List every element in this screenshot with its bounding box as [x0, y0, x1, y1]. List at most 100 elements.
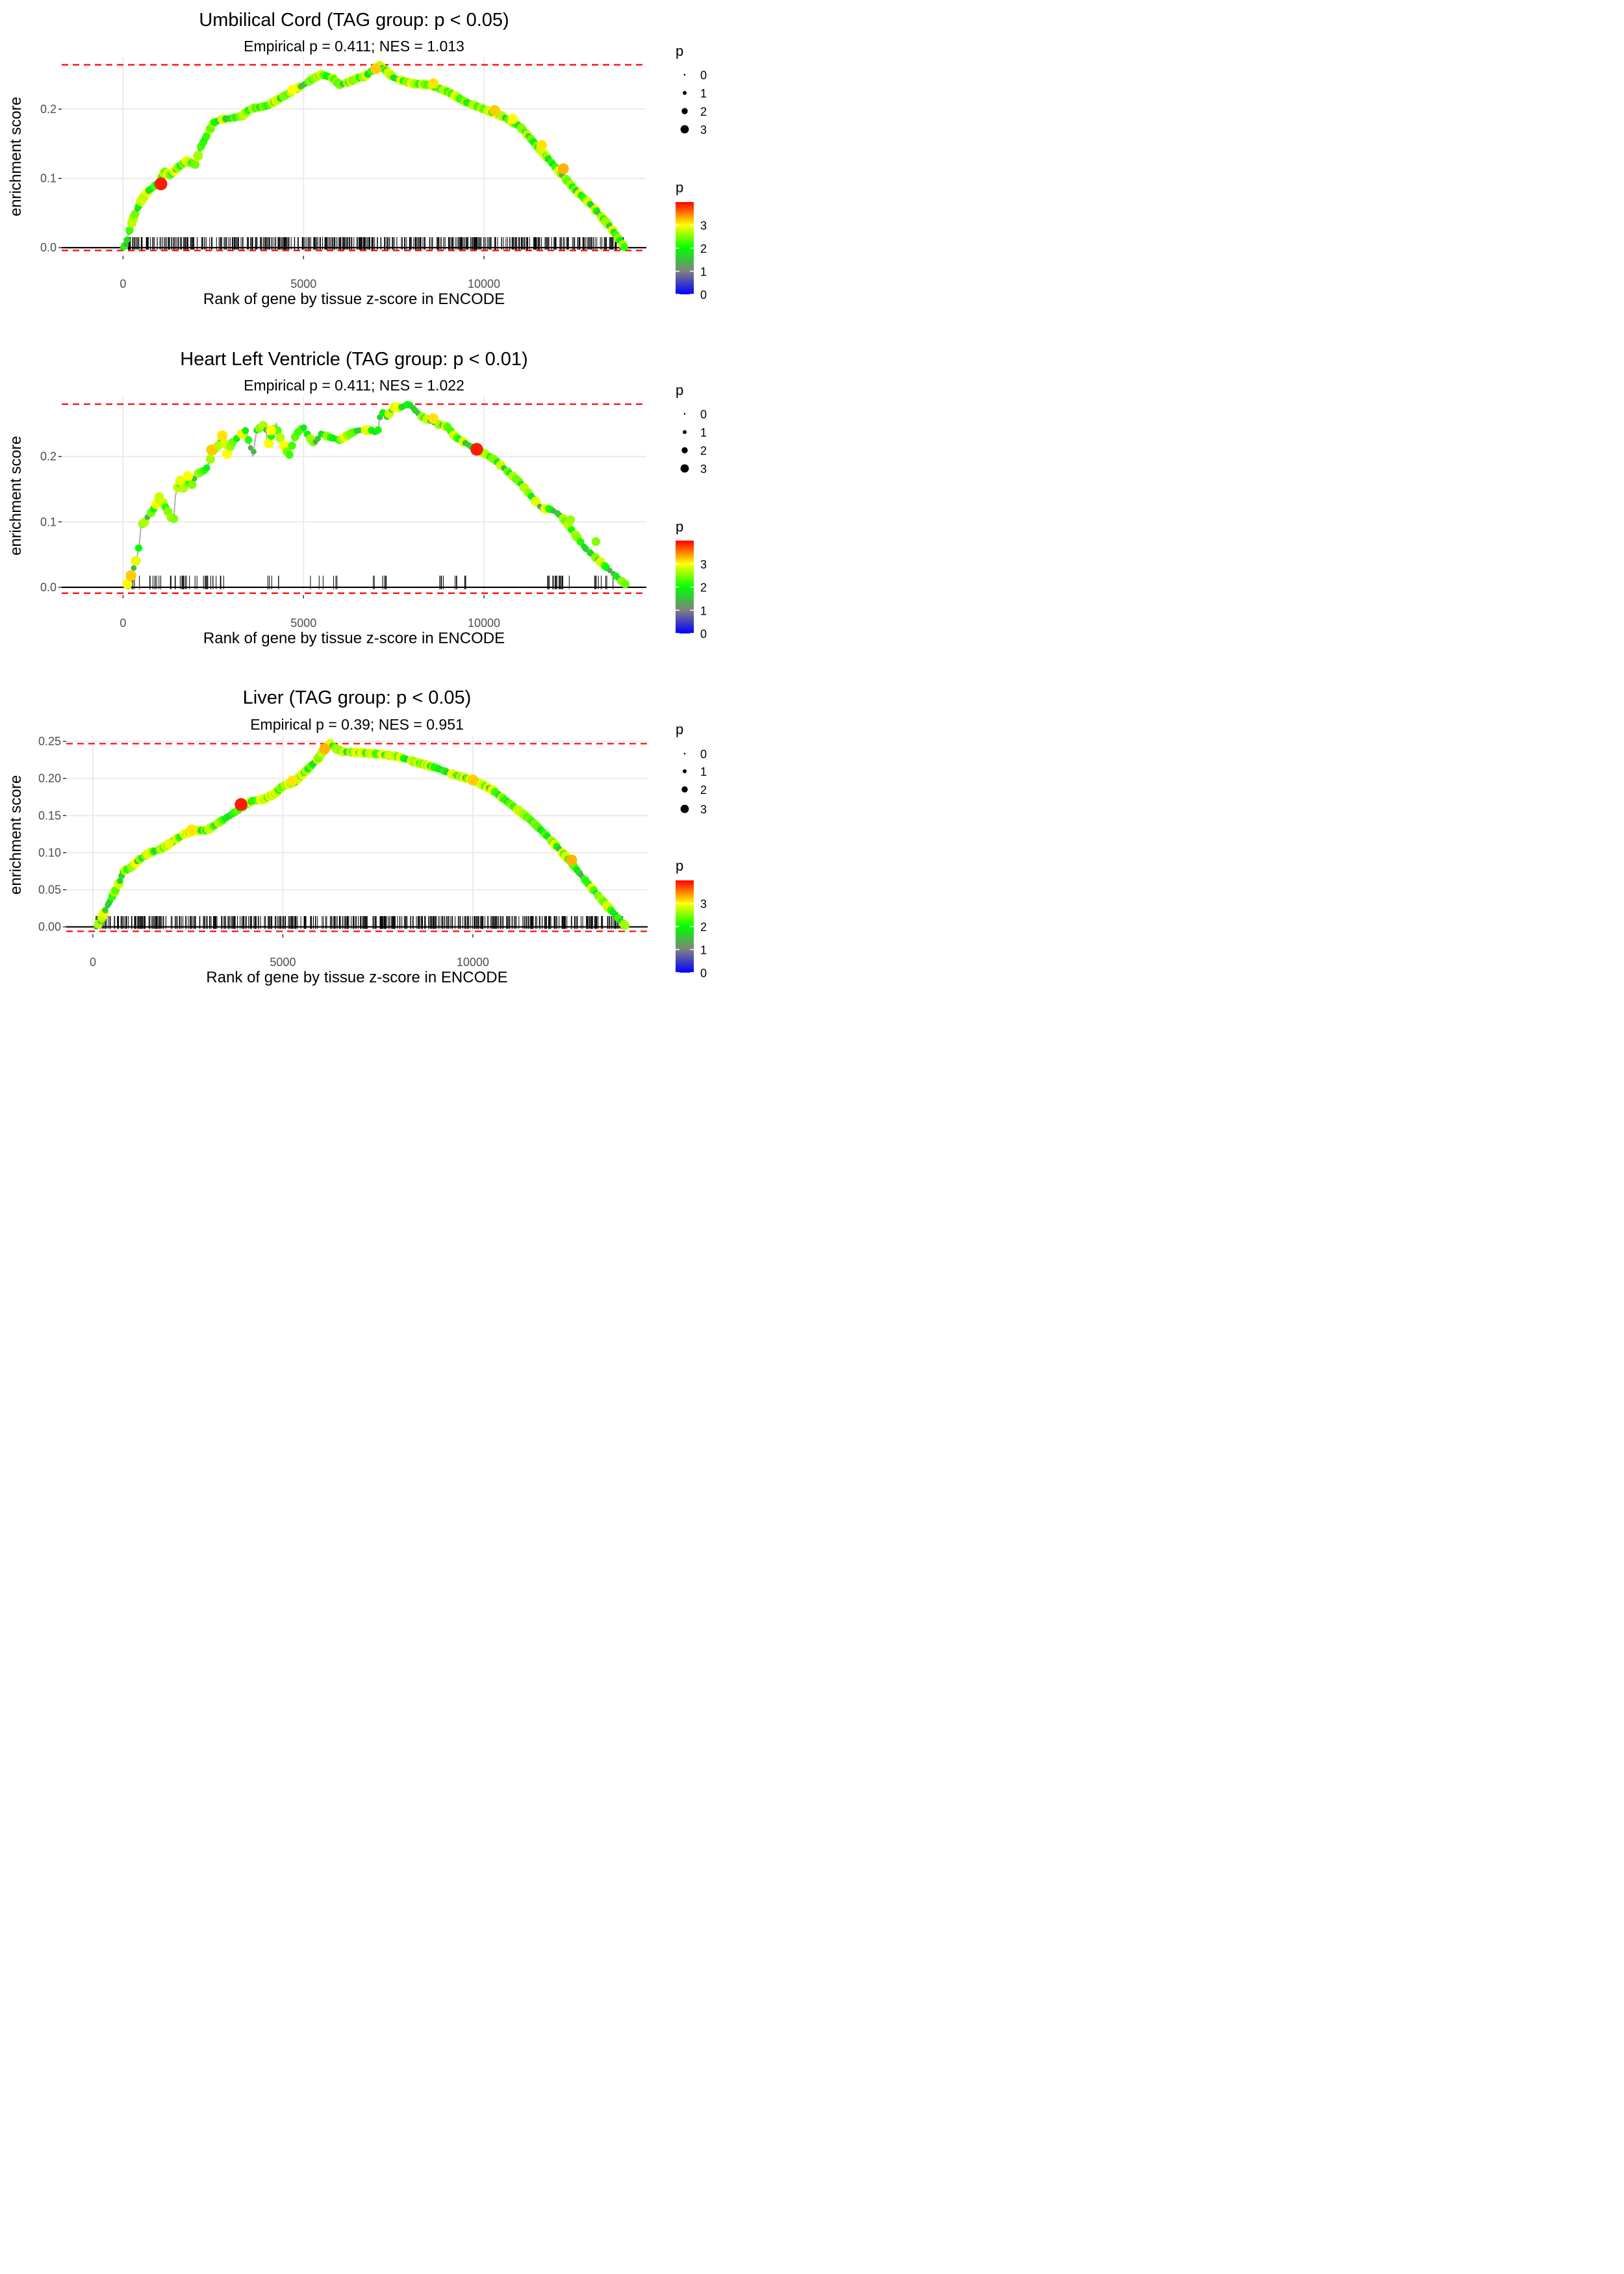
- size-legend-label: 1: [700, 426, 707, 439]
- color-legend-label: 0: [700, 967, 707, 980]
- size-legend-title: p: [676, 721, 683, 737]
- x-tick-label: 0: [120, 617, 126, 630]
- highlight-point: [164, 839, 174, 849]
- enrichment-point: [251, 448, 257, 455]
- x-tick-label: 5000: [290, 277, 316, 290]
- enrichment-point: [190, 160, 200, 169]
- color-legend-label: 3: [700, 558, 707, 571]
- size-legend-dot: [680, 125, 689, 134]
- enrichment-point: [188, 480, 197, 489]
- gridlines: [66, 735, 648, 934]
- x-axis-label: Rank of gene by tissue z-score in ENCODE: [203, 290, 505, 308]
- color-legend-label: 3: [700, 220, 707, 233]
- size-legend-dot: [683, 413, 686, 415]
- highlight-point: [507, 114, 518, 124]
- color-legend: p 3 2 1 0: [676, 179, 707, 301]
- color-legend: p 3 2 1 0: [676, 858, 707, 980]
- highlight-point: [428, 78, 439, 89]
- y-axis-label: enrichment score: [7, 775, 25, 895]
- highlight-point: [566, 515, 576, 525]
- highlight-point: [125, 570, 136, 581]
- size-legend-label: 0: [700, 408, 707, 421]
- size-legend-dot: [683, 91, 687, 95]
- y-tick-label: 0.0: [40, 241, 57, 254]
- y-tick-label: 0.25: [38, 735, 61, 748]
- enrichment-point: [607, 567, 613, 574]
- enrichment-point: [131, 209, 140, 218]
- color-legend-label: 1: [700, 604, 707, 617]
- enrichment-point: [275, 433, 285, 442]
- enrichment-point: [102, 907, 108, 913]
- enrichment-point: [620, 580, 629, 589]
- y-tick-label: 0.00: [38, 921, 61, 934]
- y-axis-label: enrichment score: [7, 97, 25, 216]
- highlight-point: [591, 537, 600, 546]
- size-legend-title: p: [676, 382, 683, 398]
- size-legend-dot: [681, 108, 688, 114]
- size-legend-dot: [681, 786, 688, 793]
- y-tick-label: 0.20: [38, 772, 61, 785]
- highlight-point: [566, 854, 577, 866]
- chart-subtitle: Empirical p = 0.411; NES = 1.013: [244, 38, 464, 55]
- enrichment-points: [120, 60, 629, 251]
- size-legend-label: 1: [700, 87, 707, 100]
- color-legend-title: p: [676, 858, 683, 874]
- x-tick-label: 0: [120, 277, 126, 290]
- x-tick-label: 0: [90, 956, 96, 969]
- y-tick-label: 0.1: [40, 172, 57, 185]
- enrichment-point: [374, 426, 382, 434]
- color-legend-label: 3: [700, 898, 707, 911]
- gridlines: [62, 396, 646, 595]
- y-axis: 0.00 0.05 0.10 0.15 0.20 0.25 enrichment score: [7, 735, 66, 934]
- size-legend-label: 2: [700, 105, 707, 118]
- x-tick-label: 10000: [468, 617, 500, 630]
- y-tick-label: 0.1: [40, 515, 57, 528]
- enrichment-point: [123, 236, 131, 244]
- enrichment-point: [116, 878, 123, 884]
- size-legend-label: 2: [700, 784, 707, 797]
- size-legend-dot: [680, 804, 689, 813]
- highlight-point: [235, 798, 247, 811]
- color-legend: p 3 2 1 0: [676, 518, 707, 641]
- enrichment-points: [122, 401, 629, 589]
- y-axis-label: enrichment score: [7, 436, 25, 556]
- enrichment-point: [288, 441, 296, 450]
- chart-panel-1: Umbilical Cord (TAG group: p < 0.05) Empi…: [7, 10, 707, 308]
- figure-canvas: Umbilical Cord (TAG group: p < 0.05) Empi…: [7, 10, 707, 986]
- x-axis-label: Rank of gene by tissue z-score in ENCODE: [203, 630, 505, 647]
- size-legend-dot: [683, 430, 687, 434]
- highlight-point: [183, 471, 194, 481]
- highlight-point: [186, 824, 197, 836]
- highlight-point: [319, 743, 331, 755]
- highlight-point: [489, 105, 500, 116]
- enrichment-point: [222, 448, 233, 459]
- chart-panel-2: Heart Left Ventricle (TAG group: p < 0.0…: [7, 349, 707, 647]
- chart-title: Umbilical Cord (TAG group: p < 0.05): [199, 10, 509, 31]
- size-legend-dot: [680, 464, 689, 473]
- chart-subtitle: Empirical p = 0.411; NES = 1.022: [244, 377, 464, 394]
- y-tick-label: 0.2: [40, 450, 57, 463]
- chart-panel-3: Liver (TAG group: p < 0.05) Empirical p =…: [7, 687, 707, 986]
- enrichment-point: [576, 538, 585, 546]
- enrichment-point: [122, 579, 133, 589]
- chart-subtitle: Empirical p = 0.39; NES = 0.951: [250, 716, 464, 733]
- size-legend-dot: [681, 447, 688, 454]
- enrichment-point: [203, 464, 210, 472]
- size-legend-label: 2: [700, 444, 707, 457]
- highlight-point: [557, 163, 569, 175]
- size-legend-dot: [683, 752, 686, 755]
- enrichment-point: [169, 514, 179, 523]
- enrichment-point: [134, 544, 143, 552]
- highlight-point: [217, 430, 228, 441]
- size-legend: p 0 1 2 3: [676, 721, 707, 816]
- enrichment-point: [314, 435, 322, 442]
- highlight-point: [470, 442, 483, 456]
- color-legend-label: 1: [700, 944, 707, 957]
- highlight-point: [467, 774, 479, 786]
- size-legend-label: 3: [700, 463, 707, 476]
- x-tick-label: 5000: [270, 956, 296, 969]
- enrichment-point: [131, 565, 137, 571]
- color-legend-label: 0: [700, 288, 707, 301]
- highlight-point: [287, 84, 298, 95]
